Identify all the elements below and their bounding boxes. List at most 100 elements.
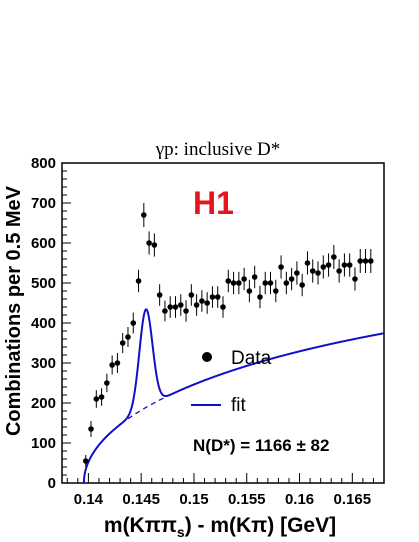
data-point bbox=[104, 373, 110, 393]
x-tick-label: 0.15 bbox=[179, 491, 208, 508]
legend-data-label: Data bbox=[231, 348, 272, 369]
data-marker bbox=[368, 258, 374, 264]
data-marker bbox=[325, 262, 332, 268]
data-marker bbox=[346, 262, 353, 268]
data-marker bbox=[177, 302, 184, 308]
data-point bbox=[204, 292, 210, 314]
data-marker bbox=[88, 426, 94, 432]
data-marker bbox=[362, 258, 369, 264]
data-marker bbox=[304, 260, 311, 266]
y-tick-label: 800 bbox=[31, 155, 56, 172]
data-point bbox=[183, 300, 189, 322]
data-point bbox=[362, 249, 369, 273]
data-marker bbox=[278, 264, 284, 270]
data-marker bbox=[146, 240, 152, 246]
y-tick-label: 300 bbox=[31, 355, 56, 372]
data-point bbox=[146, 231, 152, 255]
data-point bbox=[315, 261, 321, 285]
data-marker bbox=[199, 298, 205, 304]
data-point bbox=[246, 279, 253, 303]
fit-curves bbox=[82, 308, 384, 484]
data-point bbox=[135, 269, 142, 293]
h1-logo: H1 bbox=[193, 185, 234, 221]
data-point bbox=[220, 296, 226, 318]
data-point bbox=[357, 249, 364, 273]
data-point bbox=[156, 284, 163, 306]
data-marker bbox=[125, 334, 131, 340]
data-marker bbox=[246, 288, 253, 294]
data-marker bbox=[331, 254, 337, 260]
data-point bbox=[214, 286, 221, 308]
y-tick-label: 700 bbox=[31, 195, 56, 212]
data-point bbox=[151, 233, 158, 257]
y-tick-label: 500 bbox=[31, 275, 56, 292]
data-marker bbox=[283, 280, 290, 286]
data-marker bbox=[241, 276, 247, 282]
data-point bbox=[93, 390, 100, 408]
data-point bbox=[241, 267, 247, 291]
x-tick-label: 0.165 bbox=[334, 491, 372, 508]
data-point bbox=[82, 455, 89, 467]
data-point bbox=[162, 300, 168, 322]
data-marker bbox=[336, 268, 342, 274]
data-marker bbox=[288, 276, 295, 282]
y-tick-label: 400 bbox=[31, 315, 56, 332]
data-marker bbox=[209, 294, 216, 300]
data-marker bbox=[82, 458, 89, 464]
data-marker bbox=[204, 300, 210, 306]
x-axis-label-rest: ) - m(Kπ) [GeV] bbox=[185, 514, 336, 537]
data-marker bbox=[272, 288, 279, 294]
data-marker bbox=[214, 294, 221, 300]
data-point bbox=[272, 279, 279, 303]
x-tick-label: 0.16 bbox=[285, 491, 314, 508]
x-tick-label: 0.145 bbox=[122, 491, 160, 508]
x-axis-label-subscript: s bbox=[177, 524, 185, 540]
data-marker bbox=[98, 394, 105, 400]
data-marker bbox=[320, 264, 327, 270]
data-marker bbox=[230, 280, 237, 286]
legend-data-marker bbox=[202, 352, 212, 362]
data-marker bbox=[251, 274, 258, 280]
data-marker bbox=[135, 278, 142, 284]
data-point bbox=[341, 253, 348, 277]
data-marker bbox=[167, 304, 174, 310]
data-point bbox=[278, 255, 284, 279]
data-point bbox=[352, 267, 358, 291]
data-marker bbox=[151, 242, 158, 248]
data-marker bbox=[172, 304, 179, 310]
x-axis: 0.14 0.145 0.15 0.155 0.16 0.165 bbox=[66, 473, 385, 508]
data-marker bbox=[299, 282, 305, 288]
x-tick-label: 0.14 bbox=[74, 491, 104, 508]
total-fit-curve bbox=[82, 308, 384, 484]
data-marker bbox=[309, 268, 316, 274]
x-axis-label: m(Kππs) - m(Kπ) [GeV] bbox=[104, 514, 336, 540]
data-point bbox=[193, 294, 200, 316]
data-marker bbox=[130, 320, 137, 326]
data-point bbox=[119, 333, 126, 353]
data-marker bbox=[188, 292, 195, 298]
data-point bbox=[130, 312, 137, 334]
data-point bbox=[325, 253, 332, 277]
data-point bbox=[336, 259, 342, 283]
x-axis-label-main: m(Kππ bbox=[104, 514, 177, 537]
data-point bbox=[346, 253, 353, 277]
data-marker bbox=[357, 258, 364, 264]
data-marker bbox=[193, 302, 200, 308]
data-point bbox=[236, 271, 242, 295]
data-marker bbox=[267, 280, 274, 286]
data-point bbox=[109, 355, 115, 375]
data-point bbox=[209, 286, 216, 308]
y-tick-label: 600 bbox=[31, 235, 56, 252]
chart-title: γp: inclusive D* bbox=[155, 139, 281, 160]
data-point bbox=[294, 261, 300, 285]
data-marker bbox=[183, 308, 189, 314]
data-marker bbox=[119, 340, 126, 346]
data-point bbox=[199, 290, 205, 312]
data-marker bbox=[109, 362, 115, 368]
y-axis-label: Combinations per 0.5 MeV bbox=[3, 185, 25, 436]
data-marker bbox=[220, 304, 226, 310]
data-point bbox=[320, 255, 327, 279]
data-point bbox=[177, 294, 184, 316]
data-point bbox=[262, 271, 269, 295]
